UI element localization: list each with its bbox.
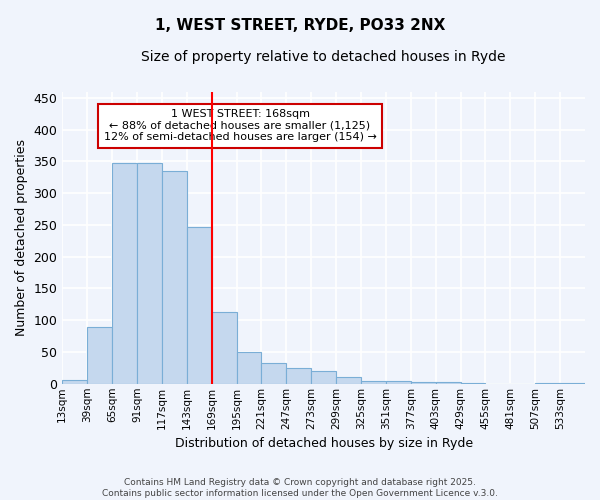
Bar: [236, 352, 262, 384]
Bar: [187, 227, 212, 384]
Text: 1 WEST STREET: 168sqm
← 88% of detached houses are smaller (1,125)
12% of semi-d: 1 WEST STREET: 168sqm ← 88% of detached …: [104, 109, 376, 142]
Bar: [262, 364, 286, 384]
Bar: [411, 382, 436, 384]
Bar: [162, 171, 187, 384]
Bar: [361, 381, 386, 384]
Bar: [137, 162, 162, 384]
Bar: [286, 368, 311, 384]
Bar: [62, 380, 87, 384]
Bar: [311, 371, 336, 384]
Bar: [560, 383, 585, 384]
Bar: [535, 383, 560, 384]
Bar: [386, 380, 411, 384]
Bar: [436, 382, 461, 384]
Bar: [212, 312, 236, 384]
Bar: [87, 327, 112, 384]
Bar: [336, 378, 361, 384]
Title: Size of property relative to detached houses in Ryde: Size of property relative to detached ho…: [142, 50, 506, 64]
Y-axis label: Number of detached properties: Number of detached properties: [15, 139, 28, 336]
Text: Contains HM Land Registry data © Crown copyright and database right 2025.
Contai: Contains HM Land Registry data © Crown c…: [102, 478, 498, 498]
Bar: [461, 383, 485, 384]
Text: 1, WEST STREET, RYDE, PO33 2NX: 1, WEST STREET, RYDE, PO33 2NX: [155, 18, 445, 32]
Bar: [112, 162, 137, 384]
X-axis label: Distribution of detached houses by size in Ryde: Distribution of detached houses by size …: [175, 437, 473, 450]
